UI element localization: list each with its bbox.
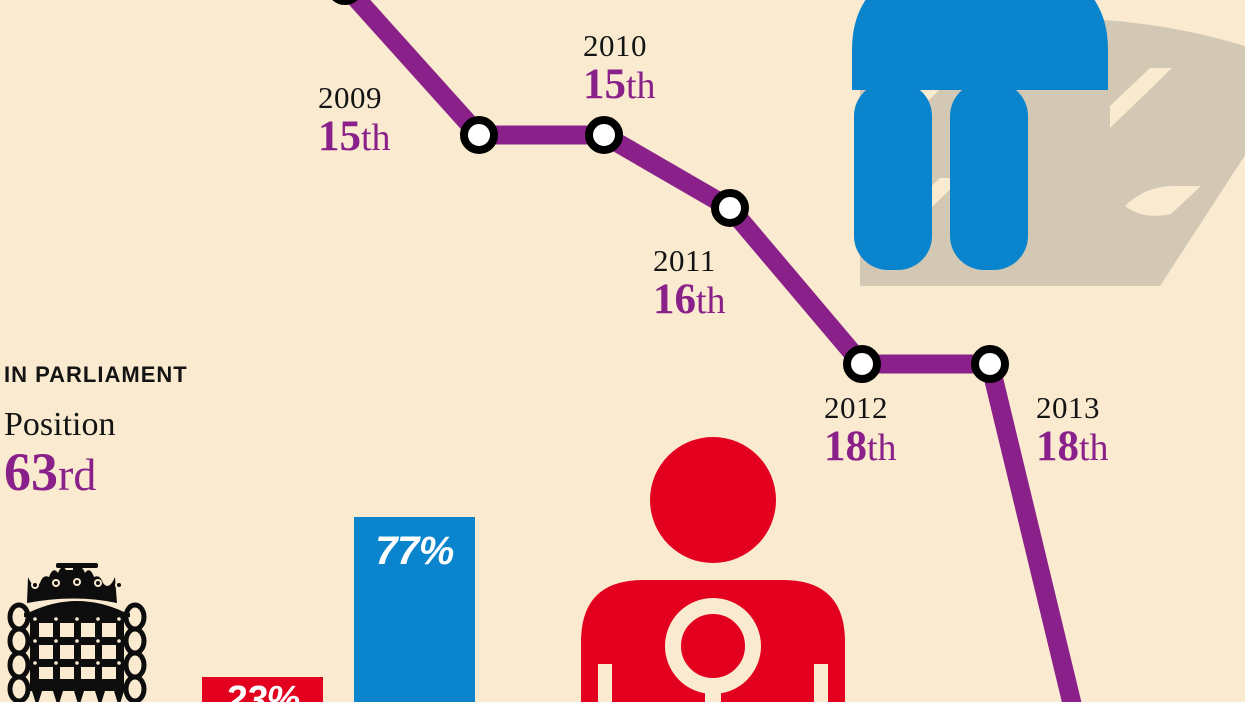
chart-label-2011-year: 2011 [653,243,716,278]
chart-label-2013-year: 2013 [1036,390,1100,425]
chart-label-2012-rank-number: 18 [824,423,867,470]
chart-label-2011: 2011 16th [653,245,726,321]
node-2008 [332,0,358,5]
node-2010 [585,116,623,154]
female-percentage-bar: 23% [202,677,323,702]
chart-label-2013-rank-suffix: th [1079,427,1109,469]
chart-label-2011-rank-suffix: th [696,280,726,322]
chart-label-2010-rank: 15th [583,63,656,106]
node-2009 [460,116,498,154]
chart-label-2012-rank-suffix: th [867,427,897,469]
position-value-number: 63 [4,442,58,502]
chart-label-2011-rank: 16th [653,278,726,321]
segment-2013-after [980,361,1082,702]
male-person-icon [852,0,1108,270]
position-label: Position [4,406,116,443]
chart-label-2012-rank: 18th [824,425,897,468]
position-value-suffix: rd [58,449,97,500]
chart-label-2009-rank-suffix: th [361,117,391,159]
male-percentage-bar: 77% [354,517,475,702]
segment-2010-2011 [599,126,735,217]
chart-line-path [344,0,1082,702]
in-parliament-section: IN PARLIAMENT Position 63rd [4,362,188,500]
chart-label-2009-rank: 15th [318,115,391,158]
in-parliament-heading: IN PARLIAMENT [4,362,188,387]
node-2013 [971,345,1009,383]
segment-pre2009 [344,0,487,142]
chart-label-2013-rank-number: 18 [1036,423,1079,470]
chart-label-2010-year: 2010 [583,28,647,63]
node-2012 [843,345,881,383]
chart-label-2010: 2010 15th [583,30,656,106]
segment-2011-2012 [722,201,870,371]
chart-label-2013-rank: 18th [1036,425,1109,468]
portcullis-icon [7,563,147,702]
chart-label-2009: 2009 15th [318,82,391,158]
chart-label-2009-rank-number: 15 [318,113,361,160]
position-value: 63rd [4,445,188,499]
chart-label-2010-rank-suffix: th [626,65,656,107]
chart-nodes [332,0,1009,383]
chart-label-2012-year: 2012 [824,390,888,425]
chart-label-2009-year: 2009 [318,80,382,115]
female-person-icon [581,437,845,702]
chart-label-2010-rank-number: 15 [583,61,626,108]
chart-label-2013: 2013 18th [1036,392,1109,468]
chart-label-2011-rank-number: 16 [653,276,696,323]
node-2011 [711,189,749,227]
chart-label-2012: 2012 18th [824,392,897,468]
